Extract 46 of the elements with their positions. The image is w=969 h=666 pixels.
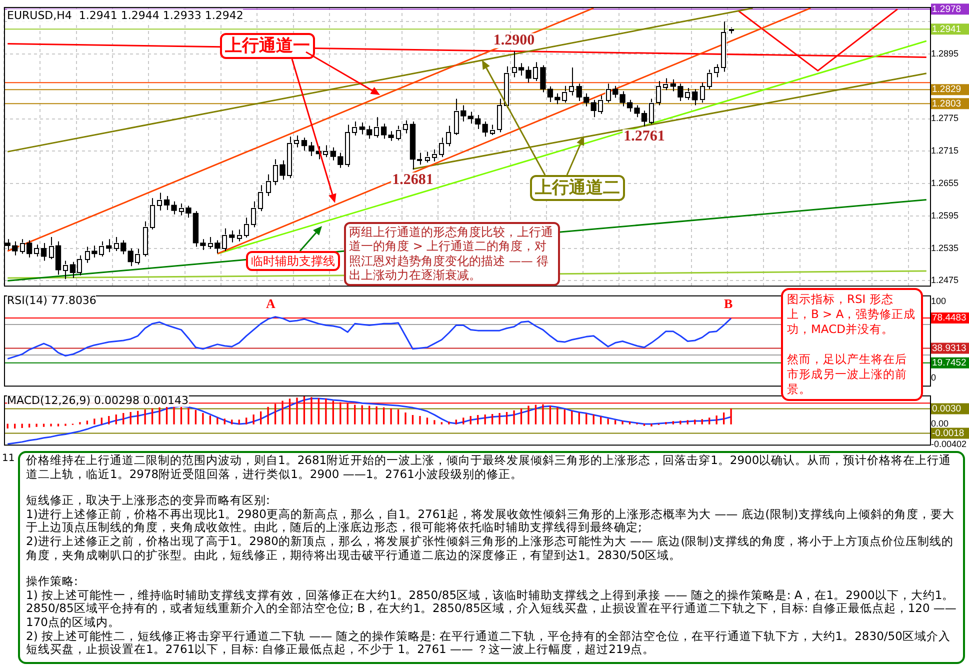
text: 短线修正，取决于上涨形态的变异而略有区别: [26,493,271,508]
y-tick-label: 0 [931,372,936,382]
annotation: 上行通道一 [220,33,315,60]
ref-line-label: 0.0030 [932,403,962,414]
annotation: 两组上行通道的形态角度比较，上行通道一的角度 > 上行通道二的角度，对照江恩对趋势角度变化的描述 —— 得出上涨动力在逐渐衰减。 [344,222,560,286]
ref-line-label: 38.9313 [932,342,966,354]
text: 11 [2,453,15,464]
y-tick-label: 1.2775 [931,113,959,124]
text: 2)进行上述修正之前，价格出现了高于1。2980的新顶点，那么，将发展扩张性倾斜三角形的上涨形态可能性为大 —— 底边(限制)支撑线的角度，将小于上方顶点价位压制线的角度，夹角成喇叭口的扩张型。由此，短线修正，期待将出现击破平行通道二底边的深度修正，有望到达1。2830/50区域。 [26,534,955,562]
chart-title: EURUSD,H4 1.2941 1.2944 1.2933 1.2942 [7,9,244,22]
text: 操作策略: [26,574,79,589]
y-tick-label: 1.2655 [931,178,959,188]
annotation: B [724,296,733,312]
ref-line-label: 1.2829 [932,84,962,96]
annotation: 图示指标，RSI 形态上，B > A，强势修正成功，MACD并没有。 [787,292,917,337]
y-tick-label: 1.2475 [931,275,959,286]
y-tick-label: 1.2895 [931,48,959,58]
chart-title: MACD(12,26,9) 0.00298 0.00143 [7,394,189,407]
candlestick [40,242,47,262]
ref-line-label: 19.7452 [932,357,966,368]
text: 价格维持在上行通道二限制的范围内波动，则自1。2681附近开始的一波上涨，倾向于最终发展倾斜三角形的上涨形态，回落击穿1。2900以确认。从而，预计价格将在上行通道二上轨，临近1。2978附近受阻回落，进行类似1。2900 ——1。2761小波段级别的修正。 [26,453,952,482]
y-tick-label: 1.2535 [931,242,959,253]
ref-line-label: 1.2803 [932,98,962,110]
candlestick [229,230,235,243]
y-tick-label: 0.00 [931,418,949,429]
y-tick-label: 1.2595 [931,210,959,220]
annotation: 然而，足以产生将在后市形成另一波上涨的前景。 [787,352,908,397]
y-tick-label: -0.00402 [931,439,967,450]
annotation: A [266,296,276,312]
text: 1)进行上述修正前，价格不再出现比1。2980更高的新高点，那么，自1。2761起，将发展收敛性倾斜三角形的上涨形态概率为大 —— 底边(限制)支撑线向上倾斜的角度，要大于上边顶点压制线的角度，夹角成收敛性。由此，随后的上涨底边形态，很可能将依托临时辅助支撑线得到最终确定; [26,506,956,535]
ref-line-label: 1.2978 [932,4,962,15]
annotation: 临时辅助支撑线 [246,251,340,272]
candlestick [482,120,488,138]
annotation: 1.2900 [493,32,535,49]
chart-title: RSI(14) 77.8036 [7,294,96,307]
annotation: 上行通道二 [530,175,625,202]
text: 2) 按上述可能性二，短线修正将击穿平行通道二下轨 —— 随之的操作策略是: 在平行通道二下轨，平仓持有的全部沽空仓位，在平行通道下轨下方，大约1。2830/50区域介入短线买盘，止损设置在1。2761以下，目标: 自修正最低点起，不少于 1。2761 —— ？这一波上行幅度，超过219点。 [26,628,952,657]
ref-line-label: 1.2941 [932,24,962,35]
ref-line-label: -0.0018 [932,428,964,439]
annotation: 1.2681 [392,172,434,188]
y-tick-label: 100 [931,296,946,306]
text: 1) 按上述可能性一，维持临时辅助支撑线支撑有效，回落修正在大约1。2850/85区域，该临时辅助支撑线之上得到承接 —— 随之的操作策略是: A，在1。2900以下，大约1。2850/85区域平仓持有的，或者短线重新介入的全部沽空仓位; B，在大约1。2850/85区域，介入短线买盘，止损设置在平行通道二下轨之下，目标: 自修正最低点起，120 —— 170点的区域内。 [26,588,957,630]
ref-line-label: 78.4483 [932,312,966,324]
annotation: 1.2761 [624,128,665,145]
y-tick-label: 1.2715 [931,146,959,156]
candlestick [692,88,698,106]
